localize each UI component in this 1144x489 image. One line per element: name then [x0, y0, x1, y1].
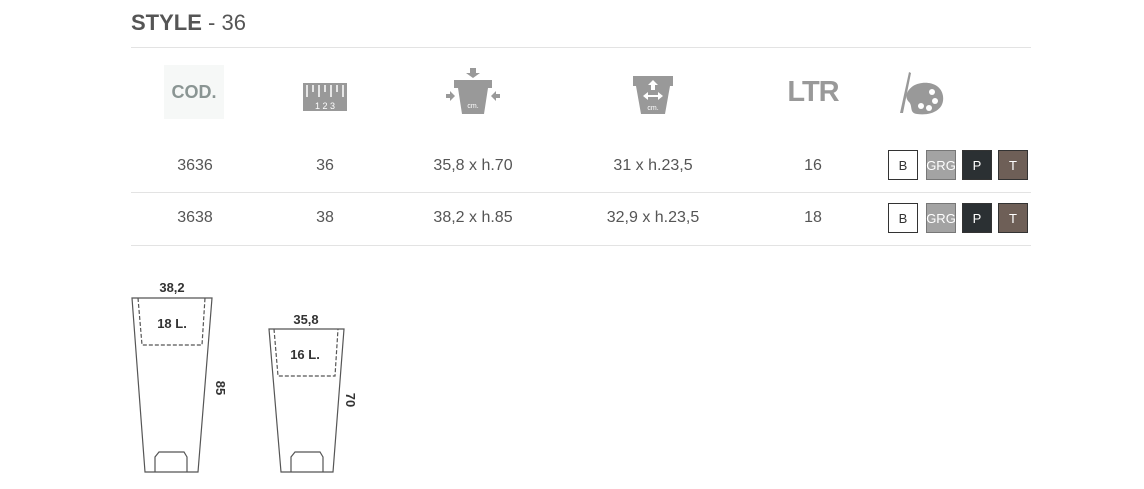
color-swatch-p[interactable]: P — [962, 203, 992, 233]
color-swatch-b[interactable]: B — [888, 203, 918, 233]
title-rest: - 36 — [201, 10, 246, 35]
inner-dimensions-cell: 32,9 x h.23,5 — [606, 209, 700, 226]
outer-dimensions-cell: 35,8 x h.70 — [433, 157, 513, 174]
row-divider — [131, 192, 1031, 193]
vase-height-label: 85 — [213, 381, 228, 395]
inner-dimensions-icon: cm. — [633, 76, 673, 119]
divider — [131, 47, 1031, 48]
vase-volume-label: 18 L. — [157, 316, 187, 331]
vase-drawing-38 — [131, 297, 213, 473]
page-title: STYLE - 36 — [131, 10, 246, 36]
cm-label: cm. — [467, 103, 478, 110]
ltr-label: LTR — [787, 76, 839, 108]
ruler-icon: 1 2 3 — [303, 83, 347, 116]
color-swatch-grg[interactable]: GRG — [926, 203, 956, 233]
ltr-cell: 16 — [804, 157, 822, 174]
color-swatch-b[interactable]: B — [888, 150, 918, 180]
vase-width-label: 35,8 — [293, 312, 318, 327]
color-swatch-t[interactable]: T — [998, 203, 1028, 233]
cod-label: COD. — [171, 81, 217, 102]
inner-dimensions-cell: 31 x h.23,5 — [613, 157, 693, 174]
palette-icon — [895, 72, 945, 121]
vase-width-label: 38,2 — [159, 280, 184, 295]
cm-label: cm. — [647, 105, 658, 112]
outer-dimensions-icon: cm. — [446, 68, 500, 119]
color-swatch-p[interactable]: P — [962, 150, 992, 180]
color-swatch-grg[interactable]: GRG — [926, 150, 956, 180]
size-cell: 36 — [316, 157, 334, 174]
vase-drawing-36 — [268, 328, 345, 473]
vase-volume-label: 16 L. — [290, 347, 320, 362]
ruler-digits: 1 2 3 — [315, 101, 335, 111]
ltr-icon: LTR — [787, 76, 839, 109]
vase-height-label: 70 — [343, 393, 358, 407]
size-cell: 38 — [316, 209, 334, 226]
outer-dimensions-cell: 38,2 x h.85 — [433, 209, 513, 226]
cod-icon: COD. — [164, 65, 224, 119]
title-bold: STYLE — [131, 10, 202, 35]
cod-cell: 3636 — [177, 157, 213, 174]
cod-cell: 3638 — [177, 209, 213, 226]
color-swatch-t[interactable]: T — [998, 150, 1028, 180]
ltr-cell: 18 — [804, 209, 822, 226]
row-divider — [131, 245, 1031, 246]
